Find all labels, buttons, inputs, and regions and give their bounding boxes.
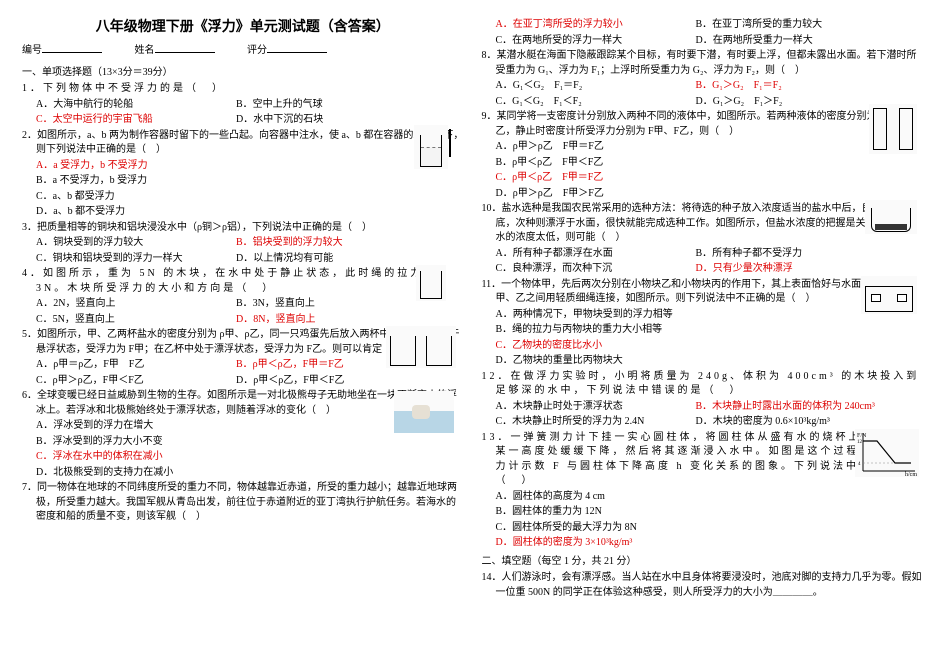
label-no: 编号: [22, 45, 42, 56]
q2-B: B．a 不受浮力，b 受浮力: [36, 174, 236, 189]
q6-C: C．浮冰在水中的体积在减小: [36, 450, 236, 465]
header-fields: 编号 姓名 评分: [22, 44, 464, 59]
q11-A: A．两种情况下，甲物块受到的浮力相等: [496, 308, 696, 323]
q9-opts: A．ρ甲＞ρ乙 F甲＝F乙 B．ρ甲＜ρ乙 F甲＜F乙 C．ρ甲＜ρ乙 F甲＝F…: [482, 140, 924, 202]
q6-figure-icon: [394, 391, 454, 433]
q8-stem: 8．某潜水艇在海面下隐蔽跟踪某个目标，有时要下潜，有时要上浮，但都未露出水面。若…: [482, 49, 924, 78]
q12-B: B．木块静止时露出水面的体积为 240cm³: [696, 400, 896, 415]
blank-name[interactable]: [155, 52, 215, 53]
q1-A: A．大海中航行的轮船: [36, 98, 236, 113]
blank-no[interactable]: [42, 52, 102, 53]
q4-C: C．5N，竖直向上: [36, 313, 236, 328]
doc-title: 八年级物理下册《浮力》单元测试题（含答案）: [22, 18, 464, 38]
q3-C: C．铜块和铝块受到的浮力一样大: [36, 252, 236, 267]
q2-figure-icon: [414, 125, 448, 169]
q14-stem: 14．人们游泳时，会有漂浮感。当人站在水中且身体将要浸没时，池底对脚的支持力几乎…: [482, 571, 924, 600]
q9-A: A．ρ甲＞ρ乙 F甲＝F乙: [496, 140, 696, 155]
q5-A: A．ρ甲＝ρ乙，F甲 F乙: [36, 358, 236, 373]
q10-B: B．所有种子都不受浮力: [696, 247, 896, 262]
q11-figure-icon: [861, 276, 917, 314]
label-name: 姓名: [135, 45, 155, 56]
q13-D: D．圆柱体的密度为 3×10³kg/m³: [496, 536, 696, 551]
q10-D: D．只有少量次种漂浮: [696, 262, 896, 277]
q4-B: B．3N，竖直向上: [236, 297, 436, 312]
q9-figure-icon: [869, 104, 917, 154]
q3-D: D．以上情况均有可能: [236, 252, 436, 267]
q9-C: C．ρ甲＜ρ乙 F甲＝F乙: [496, 171, 696, 186]
q2-C: C．a、b 都受浮力: [36, 190, 236, 205]
q2-D: D．a、b 都不受浮力: [36, 205, 236, 220]
q4-D: D．8N，竖直向上: [236, 313, 436, 328]
q13-A: A．圆柱体的高度为 4 cm: [496, 490, 696, 505]
q6-B: B．浮冰受到的浮力大小不变: [36, 435, 236, 450]
q5-D: D．ρ甲＜ρ乙，F甲＜F乙: [236, 374, 436, 389]
q10-stem: 10．盐水选种是我国农民常采用的选种方法：将待选的种子放入浓度适当的盐水中后，良…: [482, 202, 924, 246]
svg-text:4: 4: [858, 462, 861, 467]
q8-A: A．G₁＜G₂ F₁＝F₂: [496, 79, 696, 94]
q7-opts: A．在亚丁湾所受的浮力较小B．在亚丁湾所受的重力较大 C．在两地所受的浮力一样大…: [482, 18, 924, 49]
q9-D: D．ρ甲＞ρ乙 F甲＞F乙: [496, 187, 696, 202]
q8-B: B．G₁＞G₂ F₁＝F₂: [696, 79, 896, 94]
q7-D: D．在两地所受重力一样大: [696, 34, 896, 49]
q6-A: A．浮冰受到的浮力在增大: [36, 419, 236, 434]
q10-opts: A．所有种子都漂浮在水面B．所有种子都不受浮力 C．良种漂浮，而次种下沉D．只有…: [482, 247, 924, 278]
q2-stem: 2．如图所示，a、b 两为制作容器时留下的一些凸起。向容器中注水，使 a、b 都…: [22, 129, 464, 158]
q11-C: C．乙物块的密度比水小: [496, 339, 696, 354]
section-2-head: 二、填空题（每空 1 分，共 21 分）: [482, 555, 924, 570]
q1-B: B．空中上升的气球: [236, 98, 436, 113]
q13-C: C．圆柱体所受的最大浮力为 8N: [496, 521, 696, 536]
svg-text:12: 12: [857, 440, 863, 445]
q12-D: D．木块的密度为 0.6×10³kg/m³: [696, 415, 896, 430]
q8-C: C．G₁＜G₂ F₁＜F₂: [496, 95, 696, 110]
q1-stem: 1．下列物体中不受浮力的是（ ）: [22, 82, 464, 97]
q12-A: A．木块静止时处于漂浮状态: [496, 400, 696, 415]
q11-D: D．乙物块的重量比丙物块大: [496, 354, 696, 369]
q3-A: A．铜块受到的浮力较大: [36, 236, 236, 251]
q8-opts: A．G₁＜G₂ F₁＝F₂B．G₁＞G₂ F₁＝F₂ C．G₁＜G₂ F₁＜F₂…: [482, 79, 924, 110]
q5-figure-icon: [386, 326, 456, 368]
q12-C: C．木块静止时所受的浮力为 2.4N: [496, 415, 696, 430]
q3-B: B．铝块受到的浮力较大: [236, 236, 436, 251]
right-column: A．在亚丁湾所受的浮力较小B．在亚丁湾所受的重力较大 C．在两地所受的浮力一样大…: [482, 18, 924, 650]
q9-B: B．ρ甲＜ρ乙 F甲＜F乙: [496, 156, 696, 171]
q10-A: A．所有种子都漂浮在水面: [496, 247, 696, 262]
q3-stem: 3．把质量相等的铜块和铝块浸没水中（ρ铜＞ρ铝），下列说法中正确的是（ ）: [22, 221, 464, 236]
q4-figure-icon: [416, 265, 446, 301]
section-1-head: 一、单项选择题（13×3分＝39分）: [22, 66, 464, 81]
q11-opts: A．两种情况下，甲物块受到的浮力相等 B．绳的拉力与丙物块的重力大小相等 C．乙…: [482, 308, 924, 370]
q12-stem: 12．在做浮力实验时，小明将质量为 240g、体积为 400cm³ 的木块投入到…: [482, 370, 924, 399]
left-column: 八年级物理下册《浮力》单元测试题（含答案） 编号 姓名 评分 一、单项选择题（1…: [22, 18, 464, 650]
q11-B: B．绳的拉力与丙物块的重力大小相等: [496, 323, 696, 338]
q7-stem: 7．同一物体在地球的不同纬度所受的重力不同，物体越靠近赤道，所受的重力越小；越靠…: [22, 481, 464, 525]
q13-opts: A．圆柱体的高度为 4 cm B．圆柱体的重力为 12N C．圆柱体所受的最大浮…: [482, 490, 924, 552]
q1-D: D．水中下沉的石块: [236, 113, 436, 128]
blank-score[interactable]: [267, 52, 327, 53]
q7-C: C．在两地所受的浮力一样大: [496, 34, 696, 49]
q13-graph-icon: F/N h/cm 12 4: [855, 429, 919, 477]
q7-A: A．在亚丁湾所受的浮力较小: [496, 18, 696, 33]
svg-text:h/cm: h/cm: [905, 472, 917, 477]
q1-opts: A．大海中航行的轮船B．空中上升的气球 C．太空中运行的宇宙飞船D．水中下沉的石…: [22, 98, 464, 129]
svg-text:F/N: F/N: [857, 433, 867, 439]
q3-opts: A．铜块受到的浮力较大B．铝块受到的浮力较大 C．铜块和铝块受到的浮力一样大D．…: [22, 236, 464, 267]
q12-opts: A．木块静止时处于漂浮状态B．木块静止时露出水面的体积为 240cm³ C．木块…: [482, 400, 924, 431]
q2-opts: A．a 受浮力，b 不受浮力 B．a 不受浮力，b 受浮力 C．a、b 都受浮力…: [22, 159, 464, 221]
q1-C: C．太空中运行的宇宙飞船: [36, 113, 236, 128]
q2-A: A．a 受浮力，b 不受浮力: [36, 159, 236, 174]
q11-stem: 11．一个物体甲，先后两次分别在小物块乙和小物块丙的作用下，其上表面恰好与水面相…: [482, 278, 924, 307]
q8-D: D．G₁＞G₂ F₁＞F₂: [696, 95, 896, 110]
q10-C: C．良种漂浮，而次种下沉: [496, 262, 696, 277]
q7-B: B．在亚丁湾所受的重力较大: [696, 18, 896, 33]
q10-figure-icon: [865, 200, 917, 234]
q5-C: C．ρ甲＞ρ乙，F甲＜F乙: [36, 374, 236, 389]
q4-stem: 4．如图所示，重为 5N 的木块，在水中处于静止状态，此时绳的拉力为 3N。木块…: [22, 267, 464, 296]
label-score: 评分: [247, 45, 267, 56]
q13-B: B．圆柱体的重力为 12N: [496, 505, 696, 520]
q4-A: A．2N，竖直向上: [36, 297, 236, 312]
q4-opts: A．2N，竖直向上B．3N，竖直向上 C．5N，竖直向上D．8N，竖直向上: [22, 297, 464, 328]
q9-stem: 9．某同学将一支密度计分别放入两种不同的液体中，如图所示。若两种液体的密度分别为…: [482, 110, 924, 139]
q6-D: D．北极熊受到的支持力在减小: [36, 466, 236, 481]
